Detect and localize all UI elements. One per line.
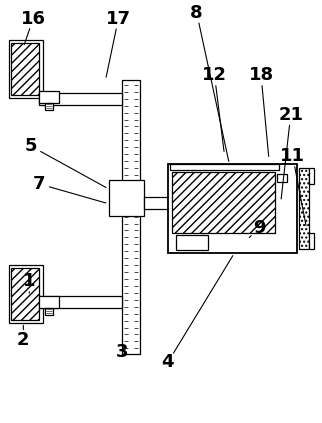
Bar [45, 103, 53, 110]
Bar [9, 265, 43, 323]
Bar [176, 236, 208, 250]
Text: 7: 7 [33, 175, 45, 193]
Bar [144, 197, 174, 209]
Bar [45, 308, 53, 315]
Text: 18: 18 [249, 66, 274, 84]
Bar [168, 164, 297, 253]
Text: 5: 5 [25, 137, 37, 155]
Bar [39, 93, 122, 105]
Text: 12: 12 [202, 66, 227, 84]
Bar [9, 40, 43, 98]
Bar [172, 172, 275, 233]
Text: 16: 16 [21, 10, 46, 27]
Text: 3: 3 [116, 343, 128, 361]
Bar [308, 168, 314, 184]
Text: 4: 4 [162, 353, 174, 371]
Bar [39, 296, 59, 308]
Bar [170, 164, 279, 170]
Bar [12, 43, 39, 95]
Text: 9: 9 [253, 220, 265, 237]
Bar [299, 168, 308, 249]
Bar [277, 174, 287, 182]
Text: 2: 2 [17, 331, 30, 349]
Bar [122, 80, 140, 354]
Text: 8: 8 [190, 3, 203, 22]
Text: 11: 11 [280, 147, 305, 165]
Text: 1: 1 [23, 272, 35, 290]
Text: 21: 21 [278, 106, 303, 124]
Text: 17: 17 [106, 10, 131, 27]
Bar [308, 233, 314, 249]
Bar [109, 180, 144, 216]
Bar [39, 91, 59, 103]
Bar [39, 296, 122, 308]
Bar [12, 268, 39, 320]
